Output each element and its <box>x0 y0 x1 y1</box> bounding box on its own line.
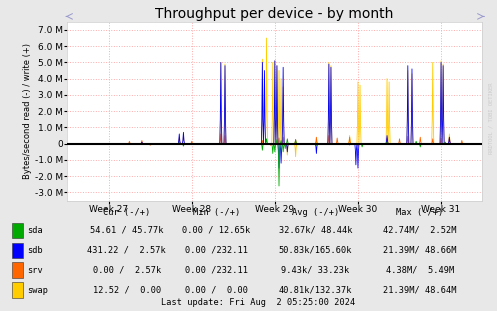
Text: 21.39M/ 48.66M: 21.39M/ 48.66M <box>383 246 457 255</box>
Text: 0.00 /  2.57k: 0.00 / 2.57k <box>92 266 161 275</box>
Bar <box>12 262 23 278</box>
Text: 0.00 /232.11: 0.00 /232.11 <box>185 266 248 275</box>
Text: srv: srv <box>27 266 43 275</box>
Text: 0.00 / 12.65k: 0.00 / 12.65k <box>182 226 250 235</box>
Title: Throughput per device - by month: Throughput per device - by month <box>156 7 394 21</box>
Text: 0.00 /232.11: 0.00 /232.11 <box>185 246 248 255</box>
Text: 50.83k/165.60k: 50.83k/165.60k <box>279 246 352 255</box>
Text: sda: sda <box>27 226 43 235</box>
Text: Cur (-/+): Cur (-/+) <box>103 208 151 217</box>
Y-axis label: Bytes/second read (-) / write (+): Bytes/second read (-) / write (+) <box>23 43 32 179</box>
Text: 0.00 /  0.00: 0.00 / 0.00 <box>185 285 248 295</box>
Text: Avg (-/+): Avg (-/+) <box>292 208 339 217</box>
Text: 4.38M/  5.49M: 4.38M/ 5.49M <box>386 266 454 275</box>
Bar <box>12 282 23 298</box>
Text: 12.52 /  0.00: 12.52 / 0.00 <box>92 285 161 295</box>
Text: Last update: Fri Aug  2 05:25:00 2024: Last update: Fri Aug 2 05:25:00 2024 <box>162 298 355 307</box>
Text: 40.81k/132.37k: 40.81k/132.37k <box>279 285 352 295</box>
Text: sdb: sdb <box>27 246 43 255</box>
Text: RRDTOOL / TOBI OETIKER: RRDTOOL / TOBI OETIKER <box>488 82 493 154</box>
Text: 32.67k/ 48.44k: 32.67k/ 48.44k <box>279 226 352 235</box>
Text: 21.39M/ 48.64M: 21.39M/ 48.64M <box>383 285 457 295</box>
Bar <box>12 243 23 258</box>
Text: Min (-/+): Min (-/+) <box>192 208 240 217</box>
Text: 54.61 / 45.77k: 54.61 / 45.77k <box>90 226 164 235</box>
Text: 42.74M/  2.52M: 42.74M/ 2.52M <box>383 226 457 235</box>
Bar <box>12 223 23 238</box>
Text: 9.43k/ 33.23k: 9.43k/ 33.23k <box>281 266 350 275</box>
Text: 431.22 /  2.57k: 431.22 / 2.57k <box>87 246 166 255</box>
Text: Max (-/+): Max (-/+) <box>396 208 444 217</box>
Text: swap: swap <box>27 285 48 295</box>
